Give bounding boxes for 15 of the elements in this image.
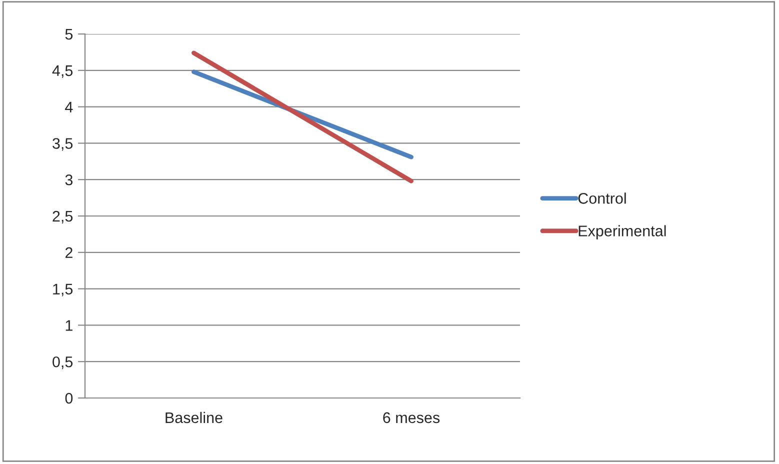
y-tick-label: 0 — [65, 392, 73, 404]
x-tick-label: Baseline — [166, 412, 222, 424]
y-tick-label: 5 — [65, 29, 73, 40]
legend-label: Control — [578, 192, 626, 204]
x-tick-label: 6 meses — [383, 412, 440, 424]
y-tick-label: 4,5 — [52, 65, 73, 78]
legend-label: Experimental — [578, 225, 666, 240]
y-tick-label: 4 — [65, 102, 73, 112]
y-tick-label: 2,5 — [52, 210, 73, 224]
y-tick-label: 1,5 — [53, 284, 73, 296]
y-tick-label: 3,5 — [52, 138, 73, 151]
y-tick-label: 2 — [65, 247, 72, 258]
y-tick-label: 1 — [66, 320, 72, 331]
y-tick-label: 0,5 — [52, 356, 73, 370]
y-tick-label: 3 — [65, 174, 73, 186]
